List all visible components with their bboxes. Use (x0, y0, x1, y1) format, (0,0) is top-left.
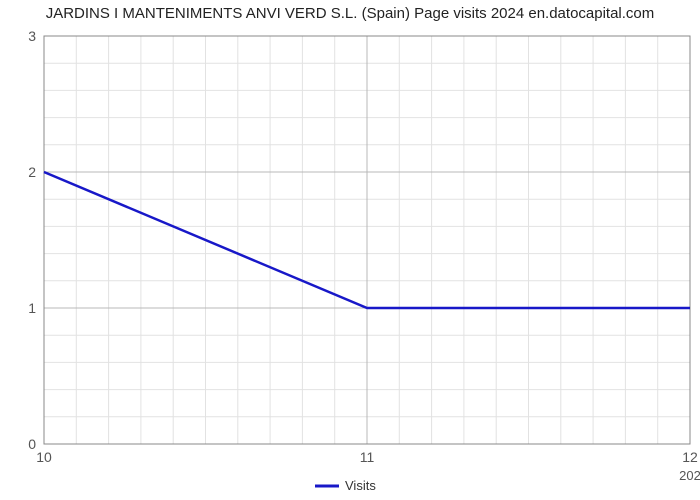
svg-text:0: 0 (28, 436, 36, 452)
y-tick-labels: 0 1 2 3 (28, 28, 36, 452)
svg-text:202: 202 (679, 468, 700, 483)
visits-line-chart: JARDINS I MANTENIMENTS ANVI VERD S.L. (S… (0, 0, 700, 500)
svg-text:10: 10 (36, 449, 52, 465)
svg-text:3: 3 (28, 28, 36, 44)
svg-text:12: 12 (682, 449, 698, 465)
svg-text:1: 1 (28, 300, 36, 316)
svg-text:2: 2 (28, 164, 36, 180)
chart-title: JARDINS I MANTENIMENTS ANVI VERD S.L. (S… (46, 5, 655, 22)
legend: Visits (315, 478, 376, 493)
svg-text:11: 11 (360, 449, 375, 465)
legend-label: Visits (345, 478, 376, 493)
